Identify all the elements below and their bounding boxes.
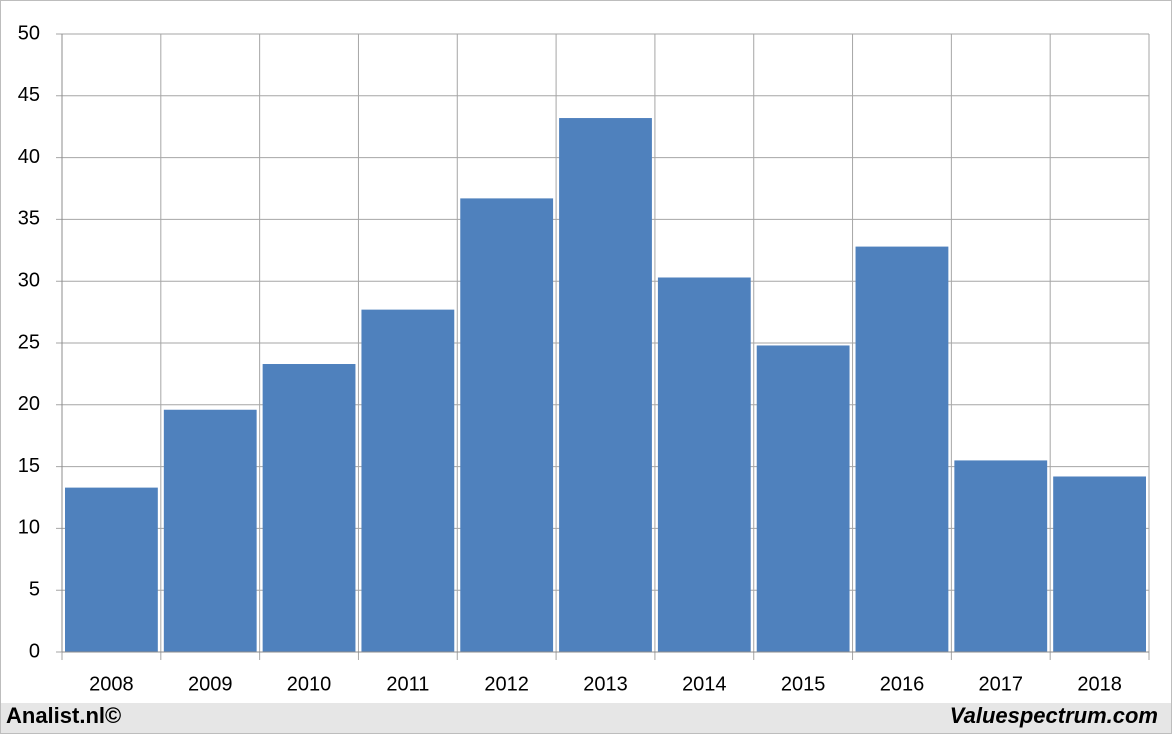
- footer-right: Valuespectrum.com: [950, 703, 1158, 728]
- bar: [855, 246, 949, 653]
- x-tick-label: 2015: [781, 673, 826, 695]
- y-tick-label: 5: [29, 578, 40, 600]
- x-tick-label: 2011: [386, 673, 429, 695]
- bar: [657, 277, 751, 652]
- bar: [954, 460, 1048, 652]
- x-tick-label: 2009: [188, 673, 233, 695]
- x-tick-label: 2014: [682, 673, 727, 695]
- y-tick-label: 10: [18, 517, 40, 539]
- y-tick-label: 0: [29, 640, 40, 662]
- x-tick-label: 2016: [880, 673, 925, 695]
- y-tick-label: 20: [18, 393, 40, 415]
- x-tick-label: 2008: [89, 673, 134, 695]
- y-tick-label: 35: [18, 208, 40, 230]
- footer-bar: [1, 703, 1171, 733]
- bar: [65, 487, 158, 652]
- footer-left: Analist.nl©: [6, 703, 121, 728]
- bar: [163, 409, 257, 652]
- bar: [361, 309, 455, 652]
- y-tick-label: 40: [18, 146, 40, 168]
- bar: [262, 364, 356, 652]
- y-tick-label: 50: [18, 22, 40, 44]
- y-tick-label: 45: [18, 84, 40, 106]
- x-tick-label: 2017: [979, 673, 1024, 695]
- bar: [559, 118, 652, 653]
- bar: [756, 345, 850, 652]
- y-tick-label: 25: [18, 331, 40, 353]
- y-tick-label: 30: [18, 269, 40, 291]
- bar: [1053, 476, 1146, 652]
- x-tick-label: 2012: [484, 673, 529, 695]
- y-tick-label: 15: [18, 455, 40, 477]
- x-tick-label: 2018: [1077, 673, 1122, 695]
- x-tick-label: 2010: [287, 673, 332, 695]
- bar: [460, 198, 554, 652]
- x-tick-label: 2013: [583, 673, 628, 695]
